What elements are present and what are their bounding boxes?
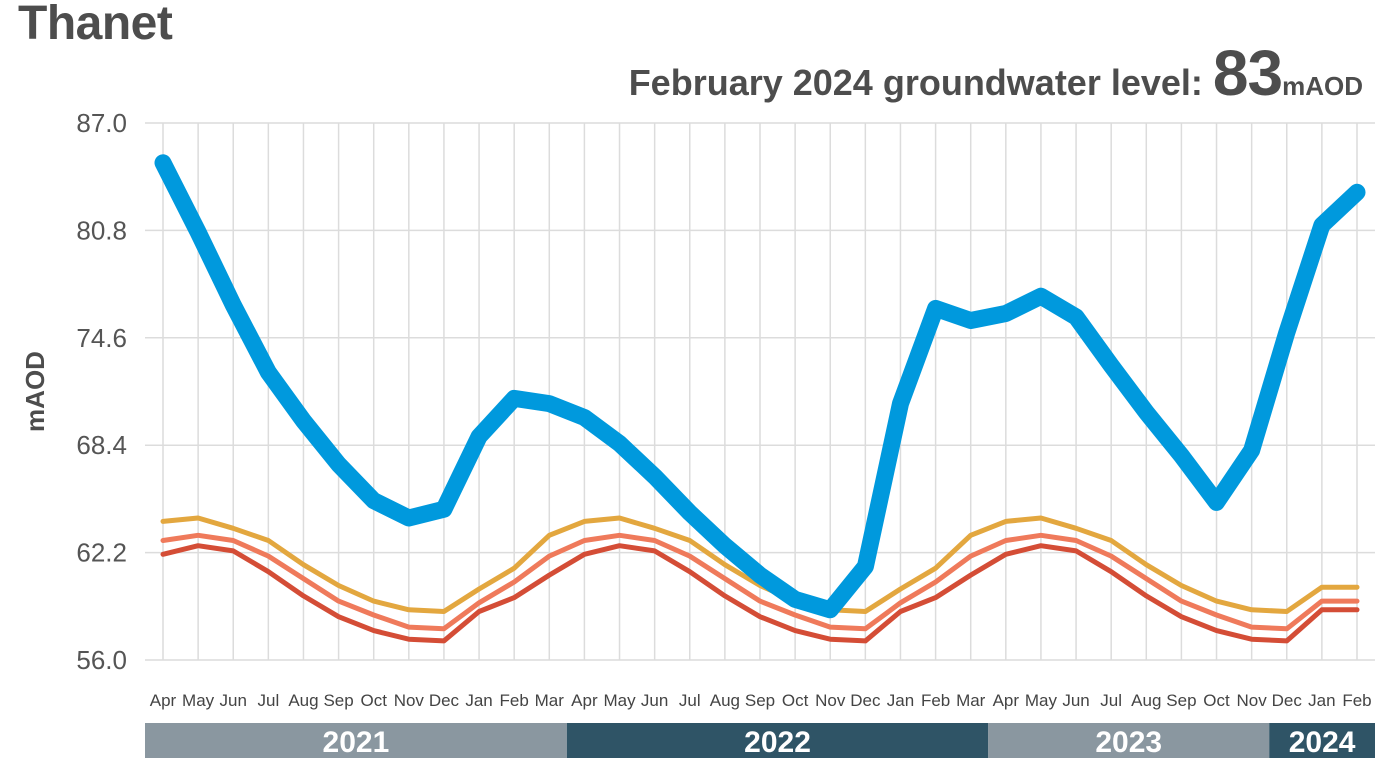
x-tick-label: Oct bbox=[1203, 691, 1230, 710]
x-tick-label: Apr bbox=[150, 691, 177, 710]
x-tick-label: Jan bbox=[1308, 691, 1335, 710]
x-axis-ticks: Apr May Jun Jul Aug Sep Oct Nov Dec Jan Feb Mar Apr M… bbox=[150, 691, 1372, 710]
headline-unit: mAOD bbox=[1282, 71, 1363, 101]
x-tick-label: Aug bbox=[710, 691, 740, 710]
year-band-2024 bbox=[1269, 723, 1375, 758]
x-tick-label: Jun bbox=[1062, 691, 1089, 710]
y-axis-label: mAOD bbox=[20, 351, 50, 432]
x-tick-label: Sep bbox=[1166, 691, 1196, 710]
y-tick-label: 68.4 bbox=[76, 430, 127, 460]
y-tick-label: 62.2 bbox=[76, 538, 127, 568]
year-label-2023: 2023 bbox=[1095, 726, 1162, 758]
x-tick-label: Jun bbox=[220, 691, 247, 710]
x-tick-label: Sep bbox=[745, 691, 775, 710]
x-tick-label: Jul bbox=[257, 691, 279, 710]
x-tick-label: Nov bbox=[1237, 691, 1268, 710]
year-band-2022 bbox=[566, 723, 989, 758]
year-band-2023 bbox=[988, 723, 1270, 758]
x-tick-label: Jul bbox=[1100, 691, 1122, 710]
y-axis-ticks: 87.0 80.8 74.6 68.4 62.2 56.0 bbox=[76, 108, 127, 675]
x-tick-label: Dec bbox=[1272, 691, 1303, 710]
year-label-2021: 2021 bbox=[323, 726, 390, 758]
x-tick-label: Jul bbox=[679, 691, 701, 710]
y-tick-label: 80.8 bbox=[76, 215, 127, 245]
x-tick-label: Mar bbox=[956, 691, 986, 710]
y-tick-label: 56.0 bbox=[76, 645, 127, 675]
x-tick-label: May bbox=[1025, 691, 1058, 710]
x-tick-label: Jan bbox=[887, 691, 914, 710]
x-tick-label: Apr bbox=[993, 691, 1020, 710]
series-line-3 bbox=[160, 543, 1360, 644]
x-tick-label: Aug bbox=[1131, 691, 1161, 710]
headline-readout: February 2024 groundwater level: 83mAOD bbox=[629, 36, 1363, 110]
chart-title: Thanet bbox=[18, 0, 173, 50]
x-tick-label: Apr bbox=[571, 691, 598, 710]
x-tick-label: Nov bbox=[815, 691, 846, 710]
x-tick-label: Dec bbox=[850, 691, 881, 710]
series-line-2 bbox=[160, 532, 1360, 632]
headline-lead: February 2024 groundwater level: bbox=[628, 62, 1213, 103]
x-tick-label: May bbox=[603, 691, 636, 710]
x-tick-label: May bbox=[182, 691, 215, 710]
headline-value: 83 bbox=[1212, 37, 1283, 109]
x-tick-label: Feb bbox=[1342, 691, 1371, 710]
x-tick-label: Aug bbox=[288, 691, 318, 710]
x-tick-label: Jan bbox=[465, 691, 492, 710]
y-tick-label: 87.0 bbox=[76, 108, 127, 138]
x-tick-label: Mar bbox=[535, 691, 565, 710]
series-lines bbox=[154, 154, 1366, 644]
year-band-2021 bbox=[145, 723, 567, 758]
year-label-2024: 2024 bbox=[1289, 726, 1356, 758]
series-line-4 bbox=[154, 154, 1366, 619]
x-tick-label: Nov bbox=[394, 691, 425, 710]
x-tick-label: Oct bbox=[360, 691, 387, 710]
year-label-2022: 2022 bbox=[744, 726, 811, 758]
series-line-1 bbox=[160, 515, 1360, 614]
x-tick-label: Sep bbox=[323, 691, 353, 710]
x-tick-label: Dec bbox=[429, 691, 460, 710]
y-tick-label: 74.6 bbox=[76, 323, 127, 353]
x-tick-label: Oct bbox=[782, 691, 809, 710]
x-tick-label: Jun bbox=[641, 691, 668, 710]
year-bands: 2021 2022 2023 2024 bbox=[145, 723, 1375, 758]
x-tick-label: Feb bbox=[500, 691, 529, 710]
x-tick-label: Feb bbox=[921, 691, 950, 710]
